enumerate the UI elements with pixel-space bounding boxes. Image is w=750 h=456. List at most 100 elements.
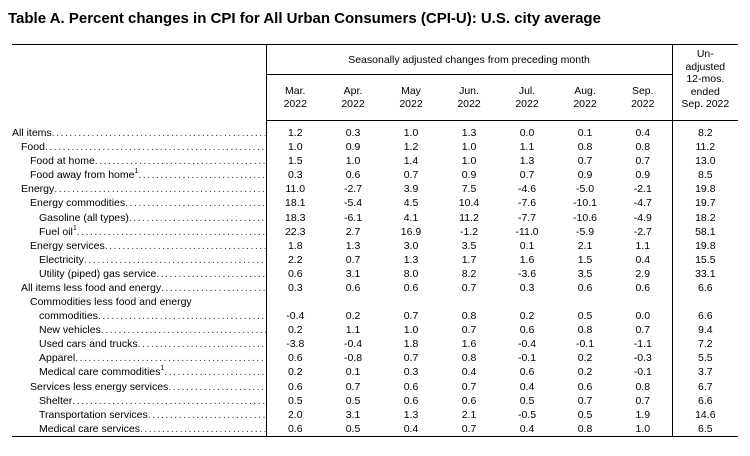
monthly-value-cell: -5.4 — [343, 197, 363, 210]
table-row: Food 1.0 0.9 1.2 1.0 1.1 0.8 0.8 11.2 — [12, 140, 739, 155]
monthly-value-cell: 0.6 — [265, 266, 324, 282]
unadjusted-value-cell: 6.6 — [671, 393, 739, 408]
month-label: Mar. — [285, 84, 306, 97]
dot-leader — [54, 182, 265, 196]
row-label-cell: Electricity — [12, 253, 266, 267]
monthly-value-cell: 0.5 — [519, 394, 535, 407]
cpi-table: Seasonally adjusted changes from precedi… — [12, 44, 739, 437]
row-label: Medical care commodities — [39, 366, 161, 379]
unadjusted-value-cell: 6.5 — [671, 421, 739, 437]
month-label: May — [401, 84, 421, 97]
monthly-value-cell: 1.5 — [577, 253, 593, 266]
monthly-value-cell: -2.1 — [633, 183, 652, 196]
row-label-cell: Gasoline (all types) — [12, 211, 266, 225]
month-header: Mar. 2022 — [265, 74, 324, 121]
monthly-value-cell: 0.7 — [461, 380, 477, 393]
monthly-value-cell: -0.8 — [343, 352, 363, 365]
spacer-row — [12, 120, 739, 126]
monthly-value-cell: 0.2 — [265, 323, 324, 338]
monthly-value-cell: 0.2 — [265, 365, 324, 380]
monthly-value-cell: 3.5 — [461, 239, 477, 252]
dot-leader — [161, 281, 265, 295]
footnote-marker: 1 — [160, 365, 165, 373]
monthly-value-cell: 0.9 — [577, 169, 593, 182]
month-header: Sep. 2022 — [614, 74, 673, 121]
monthly-value-cell: 0.6 — [265, 421, 324, 437]
row-label: Used cars and trucks — [39, 338, 138, 351]
monthly-value-cell: 0.6 — [265, 351, 324, 366]
monthly-value-cell: -0.1 — [575, 338, 595, 351]
monthly-value-cell: 8.0 — [403, 267, 419, 280]
row-label-cell: Services less energy services — [12, 380, 266, 394]
row-label: All items less food and energy — [21, 282, 162, 295]
monthly-value-cell: 2.9 — [635, 267, 651, 280]
unadjusted-value-cell: 5.5 — [671, 351, 739, 366]
row-label: New vehicles — [39, 324, 101, 337]
monthly-value-cell: 4.1 — [403, 211, 419, 224]
monthly-value-cell: 0.1 — [577, 127, 593, 139]
row-label: Energy commodities — [30, 197, 126, 210]
monthly-value-cell: -4.9 — [633, 211, 652, 224]
row-label: All items — [12, 127, 52, 139]
monthly-value-cell: 0.7 — [440, 421, 498, 437]
monthly-value-cell: 1.3 — [403, 408, 419, 421]
row-label-cell: Energy commodities — [12, 196, 266, 210]
monthly-value-cell: 0.2 — [577, 366, 593, 379]
monthly-value-cell: 2.0 — [265, 407, 324, 422]
monthly-value-cell: -0.1 — [633, 366, 652, 379]
monthly-value-cell: -10.1 — [573, 197, 597, 210]
monthly-value-cell: 1.5 — [265, 154, 324, 169]
monthly-value-cell: -1.2 — [459, 225, 479, 238]
row-label: Energy services — [30, 239, 105, 252]
dot-leader — [148, 408, 266, 422]
monthly-value-cell: 0.8 — [556, 421, 614, 437]
row-label-cell: Used cars and trucks — [12, 337, 266, 351]
year-label: 2022 — [573, 97, 597, 110]
year-label: 2022 — [283, 97, 307, 110]
monthly-value-cell: 3.1 — [345, 408, 361, 421]
header-row-top: Seasonally adjusted changes from precedi… — [12, 44, 739, 121]
monthly-value-cell: 3.1 — [345, 267, 361, 280]
monthly-value-cell: 0.7 — [403, 352, 419, 365]
table-row: All items 1.2 0.3 1.0 1.3 0.0 0.1 0.4 8.2 — [12, 126, 739, 141]
dot-leader — [164, 365, 265, 379]
unadjusted-value-cell: 33.1 — [671, 266, 739, 282]
row-label-cell: Food — [12, 140, 266, 154]
unadjusted-line: ended — [690, 85, 720, 98]
monthly-value-cell: 1.3 — [403, 253, 419, 266]
monthly-value-cell: 1.1 — [635, 239, 651, 252]
row-label-cell: All items — [12, 126, 266, 140]
table-row: Apparel 0.6 -0.8 0.7 0.8 -0.1 0.2 -0.3 5.5 — [12, 351, 739, 366]
monthly-value-cell: 0.3 — [265, 281, 324, 296]
monthly-value-cell: 0.9 — [345, 141, 361, 154]
monthly-value-cell: 2.7 — [345, 225, 361, 238]
monthly-value-cell: 0.8 — [635, 141, 651, 154]
unadjusted-value-cell: 6.6 — [671, 295, 739, 324]
dot-leader — [168, 380, 265, 394]
month-header-row: Mar. 2022 Apr. 2022 May 2022 Jun. 2022 Jul. 2022 A… — [12, 74, 738, 121]
monthly-value-cell: 0.0 — [519, 127, 535, 139]
unadjusted-value-cell: 14.6 — [671, 407, 739, 422]
dot-leader — [105, 239, 266, 253]
row-label: Food — [21, 141, 45, 154]
monthly-value-cell: 0.8 — [635, 380, 651, 393]
table-row: Utility (piped) gas service 0.6 3.1 8.0 8.2 -… — [12, 266, 739, 282]
table-row: Transportation services 2.0 3.1 1.3 2.1 -0.5 0… — [12, 407, 739, 422]
monthly-value-cell: -7.7 — [517, 211, 537, 224]
monthly-value-cell: 0.7 — [403, 169, 419, 182]
unadjusted-value-cell: 58.1 — [671, 224, 739, 239]
year-label: 2022 — [457, 97, 481, 110]
row-label-cell: Food away from home1 — [12, 168, 266, 182]
monthly-value-cell: 3.0 — [403, 239, 419, 252]
year-label: 2022 — [631, 97, 655, 110]
table-row: Energy 11.0 -2.7 3.9 7.5 -4.6 -5.0 -2.1 19.8 — [12, 182, 739, 197]
monthly-value-cell: 0.7 — [345, 253, 361, 266]
monthly-value-cell: 0.3 — [345, 127, 361, 139]
row-label-cell: New vehicles — [12, 323, 266, 337]
dot-leader — [98, 309, 266, 323]
row-label-cell: Shelter — [12, 394, 266, 408]
unadjusted-line: 12-mos. — [686, 73, 725, 85]
monthly-value-cell: 0.7 — [635, 324, 651, 337]
table-row: Food at home 1.5 1.0 1.4 1.0 1.3 0.7 0.7 13.0 — [12, 154, 739, 169]
row-label: Transportation services — [39, 408, 148, 421]
